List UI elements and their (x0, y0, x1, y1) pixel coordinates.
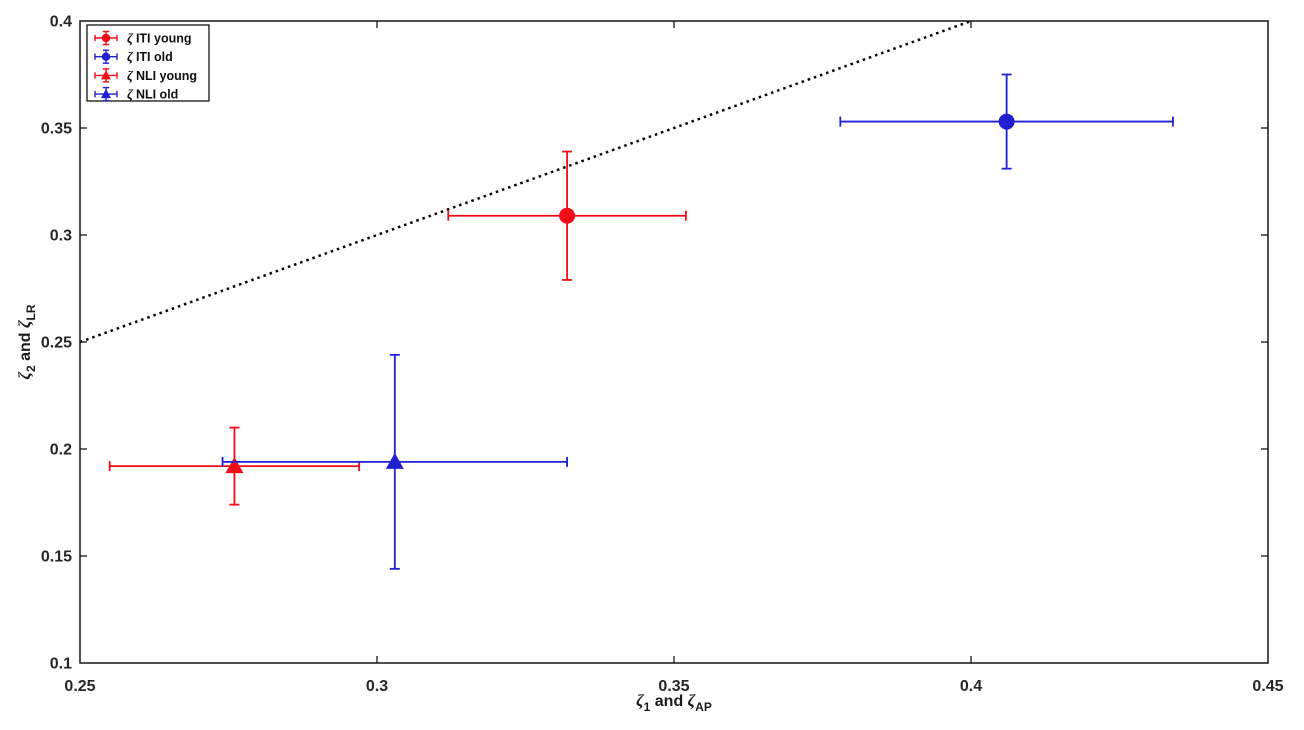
y-tick-label: 0.2 (50, 442, 72, 459)
y-tick-label: 0.4 (50, 14, 72, 31)
legend-marker-triangle (101, 70, 111, 80)
data-marker-circle (559, 207, 576, 224)
legend-label: ζ NLI old (127, 87, 178, 102)
legend-item: ζ ITI old (94, 49, 173, 64)
x-axis-label: ζ1 and ζAP (636, 691, 712, 714)
y-tick-label: 0.35 (41, 121, 72, 138)
data-marker-circle (998, 113, 1015, 130)
x-tick-label: 0.4 (960, 678, 982, 695)
y-tick-label: 0.25 (41, 335, 72, 352)
legend-item: ζ NLI old (94, 87, 178, 102)
x-tick-label: 0.3 (366, 678, 388, 695)
legend-marker-circle (101, 33, 111, 43)
x-tick-label: 0.35 (658, 678, 689, 695)
y-axis-label: ζ2 and ζLR (15, 304, 38, 379)
data-marker-triangle (385, 452, 404, 469)
legend-label: ζ ITI old (127, 49, 173, 64)
identity-line (79, 19, 972, 344)
legend-item: ζ ITI young (94, 31, 192, 46)
legend-marker-triangle (101, 88, 111, 99)
plot-frame (79, 20, 1269, 664)
legend: ζ ITI young ζ ITI old ζ NLI young ζ NLI old (86, 24, 210, 102)
series-ζ NLI old (221, 353, 568, 570)
series-ζ ITI young (447, 150, 687, 281)
x-tick-label: 0.25 (64, 678, 95, 695)
y-tick-label: 0.1 (50, 656, 72, 673)
y-tick-label: 0.15 (41, 549, 72, 566)
y-tick-label: 0.3 (50, 228, 72, 245)
series-ζ NLI young (108, 426, 361, 506)
legend-label: ζ NLI young (127, 68, 197, 83)
legend-label: ζ ITI young (127, 31, 192, 46)
series-ζ ITI old (839, 73, 1174, 170)
x-tick-label: 0.45 (1252, 678, 1283, 695)
data-marker-triangle (225, 457, 244, 474)
legend-marker-circle (101, 52, 111, 61)
legend-item: ζ NLI young (94, 68, 197, 83)
